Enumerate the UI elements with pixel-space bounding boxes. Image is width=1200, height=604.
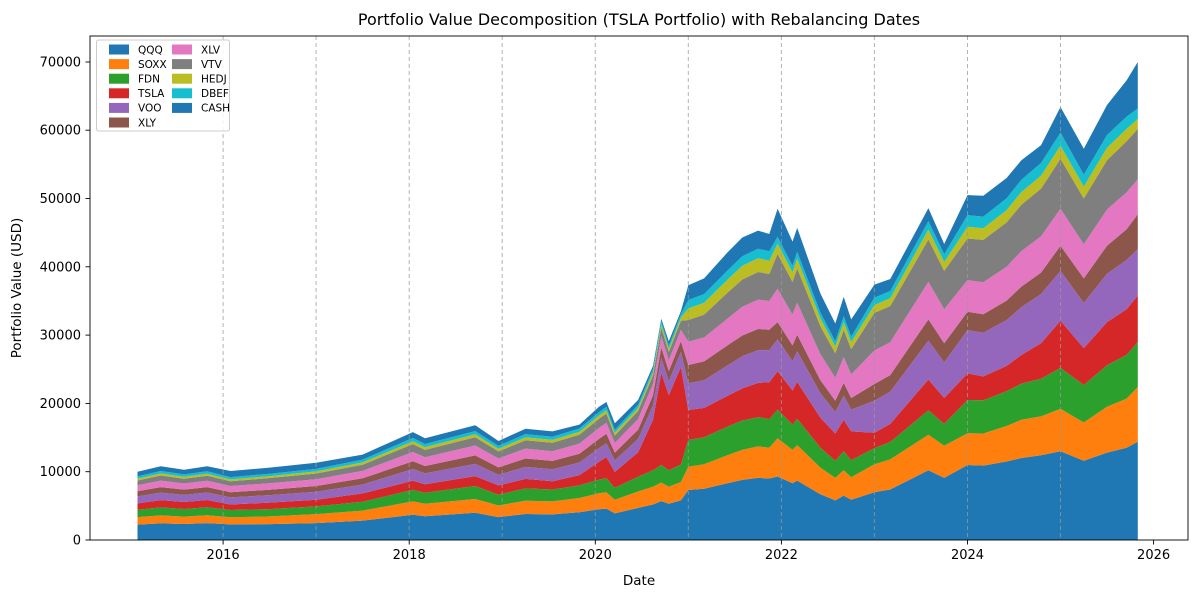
x-axis-ticks: 2016 2018 2020 2022 2024 2026 bbox=[207, 540, 1170, 563]
legend-swatch-DBEF bbox=[172, 88, 192, 99]
x-tick-label-2018: 2018 bbox=[393, 548, 426, 563]
chart-title: Portfolio Value Decomposition (TSLA Port… bbox=[358, 10, 920, 29]
y-tick-label-60000: 60000 bbox=[40, 124, 81, 139]
legend-frame bbox=[96, 39, 230, 132]
area-VTV bbox=[137, 128, 1138, 486]
x-tick-label-2024: 2024 bbox=[951, 548, 984, 563]
x-axis-label: Date bbox=[623, 573, 655, 589]
legend-swatch-CASH bbox=[172, 102, 192, 113]
legend-swatch-FDN bbox=[109, 73, 129, 84]
legend-label-VTV: VTV bbox=[201, 59, 223, 71]
x-tick-label-2020: 2020 bbox=[579, 548, 612, 563]
legend-label-QQQ: QQQ bbox=[138, 44, 163, 56]
legend: QQQ SOXX FDN TSLA VOO XLY XLV VTV HEDJ DBEF CASH bbox=[96, 39, 230, 132]
y-tick-label-20000: 20000 bbox=[40, 397, 81, 412]
legend-swatch-HEDJ bbox=[172, 73, 192, 84]
x-tick-label-2016: 2016 bbox=[207, 548, 240, 563]
area-XLV bbox=[137, 179, 1138, 493]
legend-label-FDN: FDN bbox=[138, 74, 160, 86]
y-tick-label-40000: 40000 bbox=[40, 260, 81, 275]
legend-label-CASH: CASH bbox=[201, 103, 230, 115]
axes-spines bbox=[89, 35, 1189, 541]
area-VOO bbox=[137, 249, 1138, 505]
legend-label-TSLA: TSLA bbox=[137, 88, 165, 100]
rebalancing-lines-layer bbox=[222, 36, 1061, 540]
y-axis-label: Portfolio Value (USD) bbox=[9, 218, 25, 359]
legend-swatch-VOO bbox=[109, 102, 129, 113]
y-tick-label-30000: 30000 bbox=[40, 329, 81, 344]
legend-swatch-VTV bbox=[172, 59, 192, 70]
y-tick-label-70000: 70000 bbox=[40, 56, 81, 71]
y-tick-label-0: 0 bbox=[73, 534, 81, 549]
x-tick-label-2026: 2026 bbox=[1137, 548, 1170, 563]
legend-label-SOXX: SOXX bbox=[138, 59, 167, 71]
area-QQQ bbox=[137, 441, 1138, 540]
y-axis-ticks: 0 10000 20000 30000 40000 50000 60000 70000 bbox=[40, 56, 90, 549]
legend-label-VOO: VOO bbox=[138, 103, 162, 115]
legend-swatch-SOXX bbox=[109, 59, 129, 70]
x-tick-label-2022: 2022 bbox=[765, 548, 798, 563]
legend-swatch-XLY bbox=[109, 117, 129, 128]
legend-swatch-XLV bbox=[172, 44, 192, 55]
area-SOXX bbox=[137, 387, 1138, 525]
area-FDN bbox=[137, 342, 1138, 518]
y-tick-label-10000: 10000 bbox=[40, 465, 81, 480]
legend-label-XLY: XLY bbox=[138, 117, 157, 129]
area-HEDJ bbox=[137, 118, 1138, 482]
legend-label-DBEF: DBEF bbox=[201, 88, 229, 100]
legend-label-HEDJ: HEDJ bbox=[201, 74, 227, 86]
legend-label-XLV: XLV bbox=[201, 44, 221, 56]
legend-swatch-QQQ bbox=[109, 44, 129, 55]
y-tick-label-50000: 50000 bbox=[40, 192, 81, 207]
legend-swatch-TSLA bbox=[109, 88, 129, 99]
area-TSLA bbox=[137, 295, 1138, 510]
stacked-areas-layer bbox=[137, 62, 1138, 540]
